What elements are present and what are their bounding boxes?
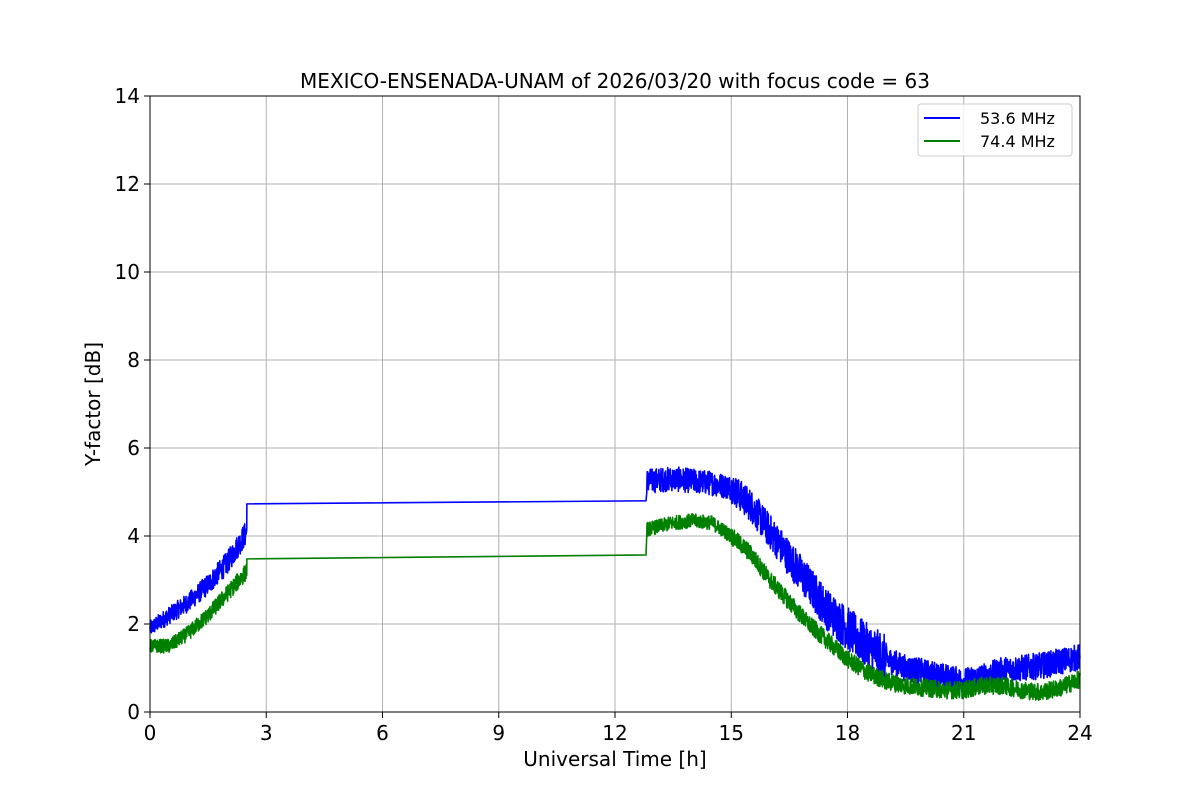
legend: 53.6 MHz 74.4 MHz: [917, 103, 1073, 157]
x-tick-label: 0: [144, 721, 157, 745]
y-axis-label: Y-factor [dB]: [81, 342, 105, 467]
x-tick-label: 12: [602, 721, 627, 745]
x-tick-label: 18: [835, 721, 860, 745]
y-tick-label: 2: [127, 612, 140, 636]
y-tick-label: 6: [127, 436, 140, 460]
x-axis-label: Universal Time [h]: [523, 747, 706, 771]
x-tick-label: 21: [951, 721, 976, 745]
x-tick-label: 24: [1067, 721, 1092, 745]
series-53-6-mhz: [149, 466, 1081, 695]
legend-label-74-4-mhz: 74.4 MHz: [980, 132, 1055, 151]
y-tick-label: 12: [115, 172, 140, 196]
chart-title: MEXICO-ENSENADA-UNAM of 2026/03/20 with …: [300, 69, 930, 93]
x-tick-label: 15: [719, 721, 744, 745]
y-tick-label: 8: [127, 348, 140, 372]
x-tick-label: 6: [376, 721, 389, 745]
y-tick-label: 4: [127, 524, 140, 548]
y-tick-label: 10: [115, 260, 140, 284]
x-tick-label: 9: [492, 721, 505, 745]
legend-label-53-6-mhz: 53.6 MHz: [980, 109, 1055, 128]
x-tick-label: 3: [260, 721, 273, 745]
series-74-4-mhz: [149, 512, 1081, 701]
y-tick-label: 14: [115, 84, 140, 108]
y-tick-label: 0: [127, 700, 140, 724]
